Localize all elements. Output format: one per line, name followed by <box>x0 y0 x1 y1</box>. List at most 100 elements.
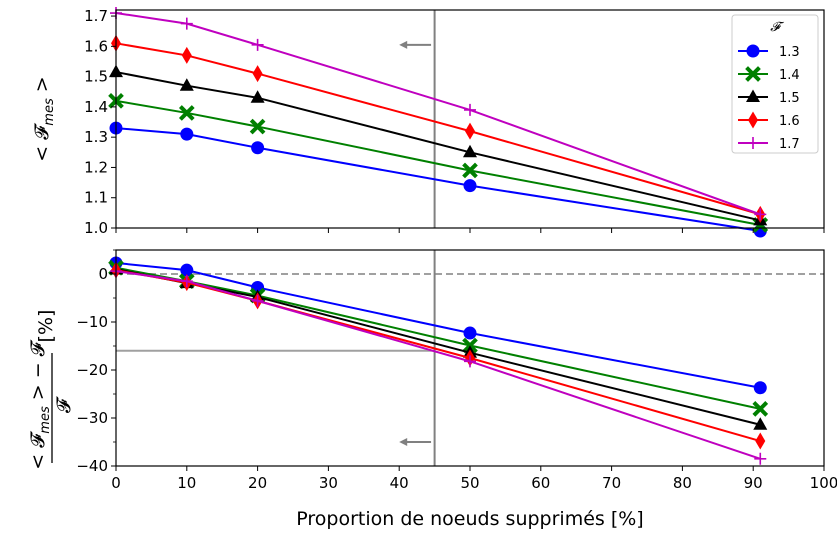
series-1.6 <box>111 261 766 450</box>
data-point-1.7 <box>464 103 476 116</box>
bottom-y-ticks: 0 −10 −20 −30 −40 <box>76 249 116 475</box>
top-reference-lines <box>399 10 436 228</box>
data-point-1.6 <box>755 432 766 450</box>
bottom-y-axis-label: < 𝓕mes > − 𝓕 𝓕 [%] <box>27 310 75 470</box>
legend-box <box>731 14 819 154</box>
legend-label: 1.3 <box>779 45 800 60</box>
series-1.5 <box>109 64 768 226</box>
data-point-1.7 <box>464 355 476 368</box>
bottom-y-tick-label: −10 <box>76 313 108 331</box>
legend-label: 1.6 <box>779 114 800 129</box>
data-point-1.6 <box>465 122 475 140</box>
bottom-reference-lines <box>116 250 824 466</box>
data-point-1.3 <box>180 127 194 141</box>
top-y-tick-label: 1.0 <box>84 219 108 237</box>
series-line-1.7 <box>115 12 761 216</box>
top-arrow-head <box>399 40 408 49</box>
legend-marker <box>747 137 759 149</box>
legend: 𝓕1.31.41.51.61.7 <box>731 14 819 154</box>
series-line-1.7 <box>115 270 761 460</box>
data-point-1.7 <box>754 208 767 221</box>
data-point-1.7 <box>251 294 264 307</box>
bottom-arrow-head <box>399 438 408 446</box>
top-arrow <box>399 40 432 49</box>
legend-entry-1.3: 1.3 <box>738 44 800 60</box>
bottom-series <box>108 256 769 465</box>
legend-entry-1.5: 1.5 <box>738 89 800 106</box>
series-1.4 <box>108 93 769 233</box>
data-point-1.4 <box>249 118 266 135</box>
top-y-tick-label: 1.4 <box>84 98 108 116</box>
bottom-x-ticks: 0 10 20 30 40 50 60 70 80 90 100 <box>111 466 837 492</box>
top-y-tick-label: 1.5 <box>84 68 108 86</box>
bottom-y-label-denominator: 𝓕 <box>53 395 75 413</box>
top-y-tick-label: 1.1 <box>84 189 108 207</box>
x-tick-label: 50 <box>460 474 479 492</box>
data-point-1.7 <box>180 275 193 288</box>
x-tick-label: 60 <box>531 474 550 492</box>
series-line-1.4 <box>115 99 761 226</box>
series-line-1.6 <box>115 269 761 443</box>
data-point-1.3 <box>180 263 194 277</box>
top-y-ticks: 1.0 1.1 1.2 1.3 1.4 1.5 1.6 1.7 <box>84 7 116 237</box>
bottom-y-label-unit: [%] <box>35 310 57 343</box>
bottom-arrow <box>399 438 432 446</box>
data-point-1.7 <box>754 452 767 465</box>
legend-entry-1.4: 1.4 <box>738 66 800 83</box>
data-point-1.7 <box>180 17 193 30</box>
data-point-1.3 <box>251 141 265 155</box>
series-1.6 <box>111 34 766 223</box>
x-tick-label: 80 <box>673 474 692 492</box>
bottom-y-tick-label: −40 <box>76 457 108 475</box>
data-point-1.5 <box>753 417 768 430</box>
legend-label: 1.5 <box>779 91 800 106</box>
legend-marker <box>746 89 760 102</box>
legend-marker <box>748 111 758 129</box>
data-point-1.4 <box>462 162 478 179</box>
series-1.3 <box>109 121 767 238</box>
bottom-y-tick-label: 0 <box>98 265 108 283</box>
series-line-1.5 <box>115 268 761 426</box>
top-y-axis-label: < 𝓕mes > <box>31 76 57 161</box>
series-line-1.5 <box>115 71 761 222</box>
series-1.3 <box>109 256 767 395</box>
x-tick-label: 40 <box>390 474 409 492</box>
bottom-y-tick-label: −20 <box>76 361 108 379</box>
data-point-1.5 <box>179 78 194 91</box>
top-y-tick-label: 1.3 <box>84 128 108 146</box>
x-tick-label: 70 <box>602 474 621 492</box>
top-panel: 1.01.11.21.31.41.51.61.7 < 𝓕mes > 𝓕1.31.… <box>31 7 825 238</box>
x-tick-label: 20 <box>248 474 267 492</box>
legend-label: 1.4 <box>779 68 800 83</box>
data-point-1.3 <box>463 326 477 340</box>
top-x-ticks <box>115 228 825 233</box>
x-tick-label: 90 <box>744 474 763 492</box>
data-point-1.3 <box>753 381 767 395</box>
legend-marker <box>745 66 761 82</box>
data-point-1.6 <box>252 65 263 83</box>
data-point-1.5 <box>463 144 477 158</box>
legend-entry-1.6: 1.6 <box>738 111 800 129</box>
legend-label: 1.7 <box>779 137 800 152</box>
bottom-panel: 0 −10 −20 −30 −40 0 10 20 30 40 50 60 70 80 90 100 < 𝓕… <box>27 249 837 530</box>
x-tick-label: 0 <box>111 474 121 492</box>
data-point-1.6 <box>181 46 192 64</box>
x-tick-label: 10 <box>177 474 196 492</box>
bottom-y-tick-label: −30 <box>76 409 108 427</box>
data-point-1.7 <box>251 38 264 51</box>
series-1.7 <box>110 265 767 465</box>
data-point-1.4 <box>178 105 195 121</box>
data-point-1.4 <box>752 401 769 417</box>
bottom-y-label-numerator: < 𝓕mes > − 𝓕 <box>27 338 53 469</box>
top-y-tick-label: 1.7 <box>84 7 108 25</box>
legend-entry-1.7: 1.7 <box>738 137 800 152</box>
top-y-tick-label: 1.6 <box>84 37 108 55</box>
data-point-1.3 <box>463 179 477 193</box>
top-series <box>108 7 769 238</box>
series-1.4 <box>108 259 769 417</box>
series-line-1.3 <box>115 261 761 389</box>
x-axis-label: Proportion de noeuds supprimés [%] <box>296 508 643 530</box>
top-y-tick-label: 1.2 <box>84 158 108 176</box>
x-tick-label: 30 <box>319 474 338 492</box>
